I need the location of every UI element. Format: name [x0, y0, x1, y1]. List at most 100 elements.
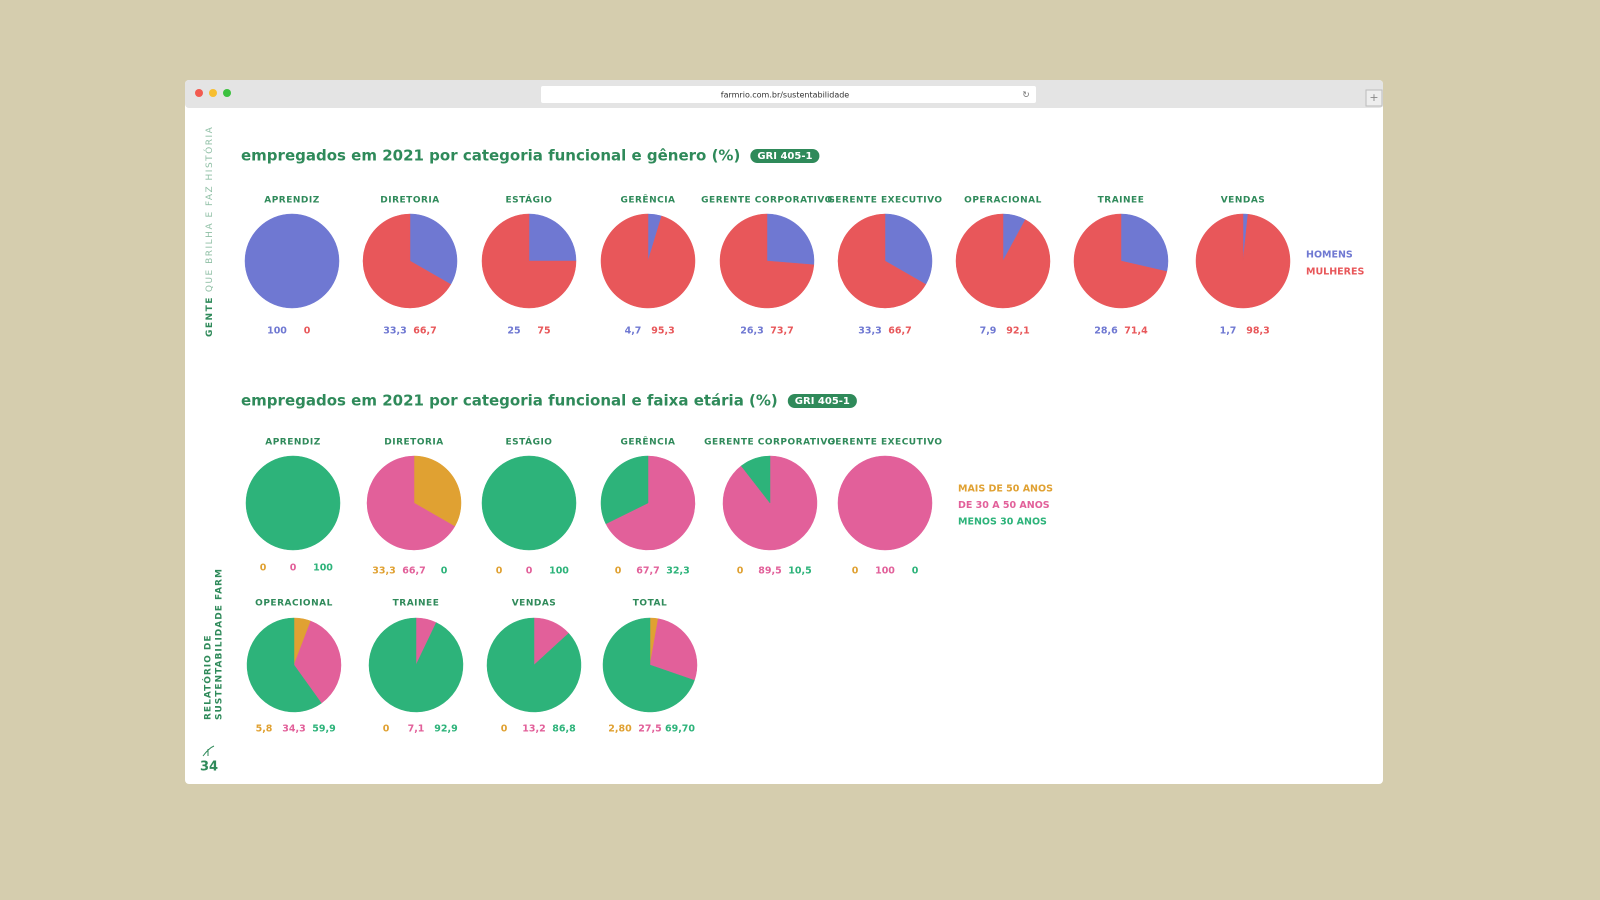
category-label: VENDAS	[512, 599, 557, 609]
new-tab-icon: +	[1369, 91, 1378, 104]
value-label: 5,8	[256, 724, 273, 735]
category-label: GERENTE CORPORATIVO	[701, 196, 833, 206]
value-label: 0	[526, 566, 533, 577]
section-bold: GENTE	[205, 296, 215, 337]
value-label: 0	[260, 563, 267, 574]
value-label: 0	[737, 566, 744, 577]
category-label: ESTÁGIO	[506, 194, 553, 206]
chart-title: empregados em 2021 por categoria funcion…	[241, 392, 778, 410]
category-label: TRAINEE	[1098, 196, 1145, 206]
category-label: GERENTE EXECUTIVO	[827, 196, 942, 206]
pie-slice	[245, 455, 341, 551]
pie-slice	[409, 213, 458, 285]
pie-slice	[481, 455, 577, 551]
value-label: 0	[496, 566, 503, 577]
category-label: GERÊNCIA	[620, 436, 675, 448]
value-label: 7,9	[980, 326, 997, 337]
pie-slice	[413, 455, 462, 527]
pie-slice	[1195, 213, 1291, 309]
category-label: VENDAS	[1221, 196, 1266, 206]
category-label: GERENTE CORPORATIVO	[704, 438, 836, 448]
value-label: 33,3	[372, 566, 395, 577]
badge	[787, 394, 857, 408]
value-label: 67,7	[636, 566, 659, 577]
category-label: OPERACIONAL	[964, 196, 1042, 206]
legend-entry: HOMENS	[1306, 250, 1353, 261]
value-label: 100	[313, 563, 333, 574]
value-label: 69,70	[665, 724, 695, 735]
value-label: 13,2	[522, 724, 545, 735]
value-label: 33,3	[858, 326, 881, 337]
value-label: 28,6	[1094, 326, 1118, 337]
chart-title: empregados em 2021 por categoria funcion…	[241, 147, 740, 165]
logo-icon	[202, 745, 215, 757]
legend-entry: MAIS DE 50 ANOS	[958, 484, 1053, 495]
category-label: TOTAL	[633, 599, 667, 609]
value-label: 95,3	[651, 326, 674, 337]
pie-slice	[955, 213, 1051, 309]
address-bar[interactable]	[541, 86, 1036, 103]
category-label: GERENTE EXECUTIVO	[827, 438, 942, 448]
pie-slice	[649, 618, 698, 681]
value-label: 92,9	[434, 724, 457, 735]
pie-slice	[528, 213, 577, 262]
maximize-button[interactable]	[223, 89, 231, 97]
value-label: 100	[875, 566, 895, 577]
new-tab-button[interactable]	[1365, 89, 1383, 107]
value-label: 98,3	[1246, 326, 1269, 337]
pie-slice	[481, 213, 577, 309]
pie-slice	[766, 213, 815, 266]
value-label: 0	[912, 566, 919, 577]
pie-slice	[600, 455, 649, 525]
page-number: 34	[200, 760, 218, 775]
value-label: 25	[507, 326, 520, 337]
pie-slice	[362, 213, 452, 309]
category-label: OPERACIONAL	[255, 599, 333, 609]
value-label: 100	[549, 566, 569, 577]
value-label: 27,5	[638, 724, 661, 735]
category-label: APRENDIZ	[264, 196, 320, 206]
value-label: 32,3	[666, 566, 689, 577]
legend-entry: DE 30 A 50 ANOS	[958, 500, 1050, 511]
pie-slice	[602, 617, 695, 713]
section-rest: QUE BRILHA E FAZ HISTÓRIA	[203, 126, 215, 292]
value-label: 1,7	[1220, 326, 1237, 337]
value-label: 71,4	[1124, 326, 1148, 337]
pie-slice	[740, 455, 771, 504]
value-label: 10,5	[788, 566, 811, 577]
category-label: GERÊNCIA	[620, 194, 675, 206]
value-label: 7,1	[408, 724, 425, 735]
value-label: 0	[383, 724, 390, 735]
value-label: 0	[615, 566, 622, 577]
browser-window	[185, 80, 1383, 784]
value-label: 0	[501, 724, 508, 735]
value-label: 66,7	[402, 566, 425, 577]
close-button[interactable]	[195, 89, 203, 97]
pie-slice	[1120, 213, 1169, 272]
value-label: 73,7	[770, 326, 793, 337]
value-label: 2,80	[608, 724, 632, 735]
value-label: 34,3	[282, 724, 305, 735]
value-label: 59,9	[312, 724, 335, 735]
reload-icon[interactable]: ↻	[1022, 91, 1030, 101]
value-label: 4,7	[625, 326, 642, 337]
value-label: 0	[304, 326, 311, 337]
minimize-button[interactable]	[209, 89, 217, 97]
badge-text: GRI 405-1	[757, 151, 812, 162]
badge-text: GRI 405-1	[795, 396, 850, 407]
pie-slice	[368, 617, 464, 713]
pie-slice	[246, 617, 322, 713]
category-label: TRAINEE	[393, 599, 440, 609]
pie-slice	[244, 213, 340, 309]
value-label: 66,7	[888, 326, 911, 337]
pie-slice	[719, 213, 815, 309]
url: farmrio.com.br/sustentabilidade	[721, 91, 850, 100]
value-label: 100	[267, 326, 287, 337]
value-label: 86,8	[552, 724, 576, 735]
pie-slice	[486, 617, 582, 713]
value-label: 75	[537, 326, 550, 337]
pie-slice	[837, 455, 933, 551]
value-label: 33,3	[383, 326, 406, 337]
value-label: 0	[852, 566, 859, 577]
